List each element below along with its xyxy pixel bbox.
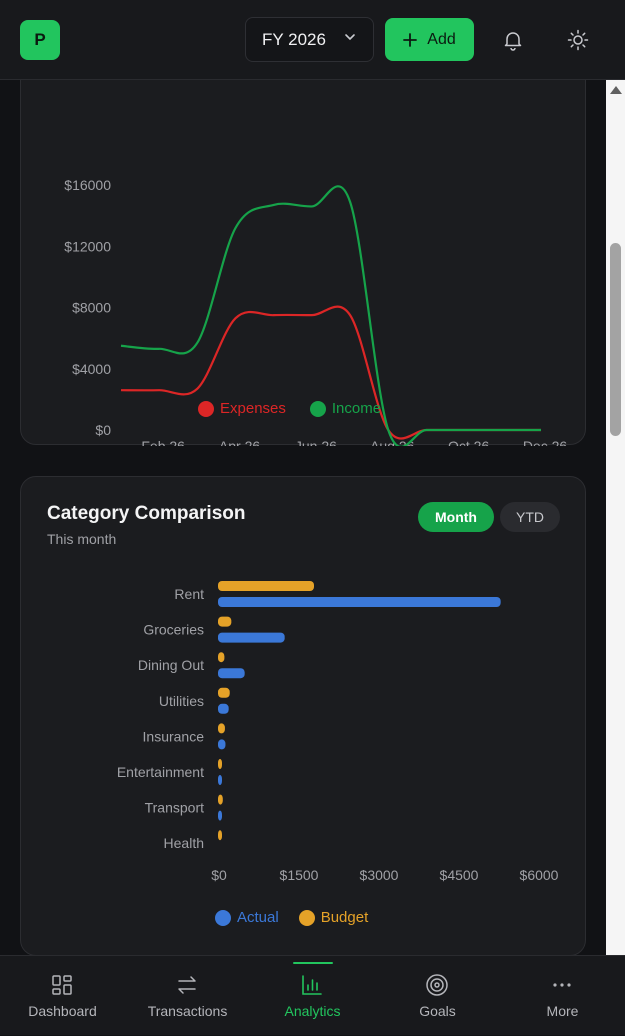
app-logo[interactable]: P: [20, 20, 60, 60]
more-dots-icon: [553, 983, 571, 987]
x-tick-label: Apr 26: [219, 438, 260, 446]
category-comparison-card: Rent Groceries Dining Out Utilities Insuranc…: [20, 476, 586, 955]
legend-dot-expenses: [198, 400, 214, 417]
bar-chart-icon: [302, 975, 322, 995]
sun-icon[interactable]: [566, 28, 590, 52]
scrollbar-thumb[interactable]: [610, 243, 621, 436]
target-icon: [426, 974, 448, 996]
category-label: Rent: [174, 586, 204, 602]
main-content[interactable]: $0 $4000 $8000 $12000 $16000 Feb 26 Apr 26 Jun …: [0, 80, 606, 955]
nav-transactions-label: Transactions: [147, 1003, 228, 1019]
chevron-down-icon: [345, 34, 355, 41]
nav-analytics[interactable]: Analytics: [250, 956, 375, 1036]
bar-actual[interactable]: [218, 739, 226, 750]
legend-actual[interactable]: Actual: [237, 909, 279, 926]
y-tick-label: $4000: [72, 361, 111, 377]
y-tick-label: $8000: [72, 300, 111, 316]
trend-legend: Expenses Income: [198, 400, 381, 417]
plus-icon: [403, 32, 418, 47]
bar-budget[interactable]: [218, 759, 222, 769]
trend-line-chart: $0 $4000 $8000 $12000 $16000 Feb 26 Apr 26 Jun …: [64, 177, 568, 446]
fiscal-year-value: FY 2026: [262, 29, 326, 49]
bottom-nav: Dashboard Transactions Analytics Goals M…: [0, 955, 625, 1035]
dashboard-icon: [52, 975, 72, 995]
x-tick-label: Aug 26: [370, 438, 415, 446]
x-tick-label: $6000: [520, 867, 559, 883]
bar-budget[interactable]: [218, 581, 314, 591]
bar-budget[interactable]: [218, 687, 230, 698]
bar-actual[interactable]: [218, 703, 229, 714]
legend-dot-income: [309, 400, 326, 417]
category-label: Entertainment: [117, 764, 204, 780]
legend-expenses[interactable]: Expenses: [220, 400, 286, 417]
y-tick-label: $12000: [64, 238, 111, 254]
bar-actual[interactable]: [218, 597, 501, 607]
toggle-month[interactable]: Month: [418, 502, 494, 532]
bar-actual[interactable]: [218, 668, 245, 679]
toggle-ytd[interactable]: YTD: [500, 502, 560, 532]
y-tick-label: $0: [95, 422, 111, 438]
legend-dot-actual: [215, 909, 231, 926]
x-tick-label: $4500: [440, 867, 479, 883]
bell-icon[interactable]: [501, 28, 525, 52]
bar-actual[interactable]: [218, 810, 222, 821]
nav-dashboard[interactable]: Dashboard: [0, 956, 125, 1036]
bar-budget[interactable]: [218, 652, 225, 663]
nav-goals-label: Goals: [419, 1003, 456, 1019]
bar-budget[interactable]: [218, 794, 223, 805]
scroll-up-arrow-icon[interactable]: [610, 86, 622, 94]
legend-dot-budget: [298, 909, 315, 926]
legend-income[interactable]: Income: [331, 400, 382, 417]
category-label: Groceries: [143, 622, 204, 638]
bar-budget[interactable]: [218, 830, 222, 841]
nav-analytics-label: Analytics: [284, 1003, 341, 1019]
scrollbar[interactable]: [606, 80, 625, 955]
arrows-swap-icon: [178, 976, 196, 994]
category-label: Transport: [145, 800, 205, 816]
add-button-label: Add: [427, 30, 456, 48]
category-label: Insurance: [143, 728, 205, 744]
nav-transactions[interactable]: Transactions: [125, 956, 250, 1036]
bar-actual[interactable]: [218, 632, 285, 643]
x-tick-label: Jun 26: [295, 438, 337, 446]
trend-card: $0 $4000 $8000 $12000 $16000 Feb 26 Apr 26 Jun …: [20, 80, 586, 446]
category-label: Health: [164, 835, 204, 851]
active-indicator: [293, 962, 333, 964]
bar-budget[interactable]: [218, 723, 225, 734]
card-title: Category Comparison: [47, 503, 246, 524]
bar-actual[interactable]: [218, 775, 222, 785]
y-tick-label: $16000: [64, 177, 111, 193]
nav-goals[interactable]: Goals: [375, 956, 500, 1036]
series-line-income[interactable]: [120, 185, 541, 446]
category-bar-chart: Rent Groceries Dining Out Utilities Insuranc…: [117, 581, 559, 883]
card-subtitle: This month: [47, 531, 117, 547]
x-tick-label: Dec 26: [523, 438, 568, 446]
series-line-expenses[interactable]: [120, 305, 541, 440]
x-tick-label: Feb 26: [141, 438, 185, 446]
x-tick-label: $3000: [360, 867, 399, 883]
nav-more-label: More: [546, 1003, 579, 1019]
legend-budget[interactable]: Budget: [320, 909, 369, 926]
x-tick-label: $0: [211, 867, 227, 883]
add-button[interactable]: Add: [385, 18, 474, 61]
x-tick-label: Oct 26: [448, 438, 489, 446]
category-legend: Actual Budget: [215, 909, 368, 926]
nav-dashboard-label: Dashboard: [28, 1003, 97, 1019]
category-label: Utilities: [159, 693, 204, 709]
x-tick-label: $1500: [280, 867, 319, 883]
fiscal-year-select[interactable]: FY 2026: [245, 17, 374, 62]
top-bar: P FY 2026 Add: [0, 0, 625, 80]
category-label: Dining Out: [138, 657, 204, 673]
nav-more[interactable]: More: [500, 956, 625, 1036]
bar-budget[interactable]: [218, 616, 232, 627]
